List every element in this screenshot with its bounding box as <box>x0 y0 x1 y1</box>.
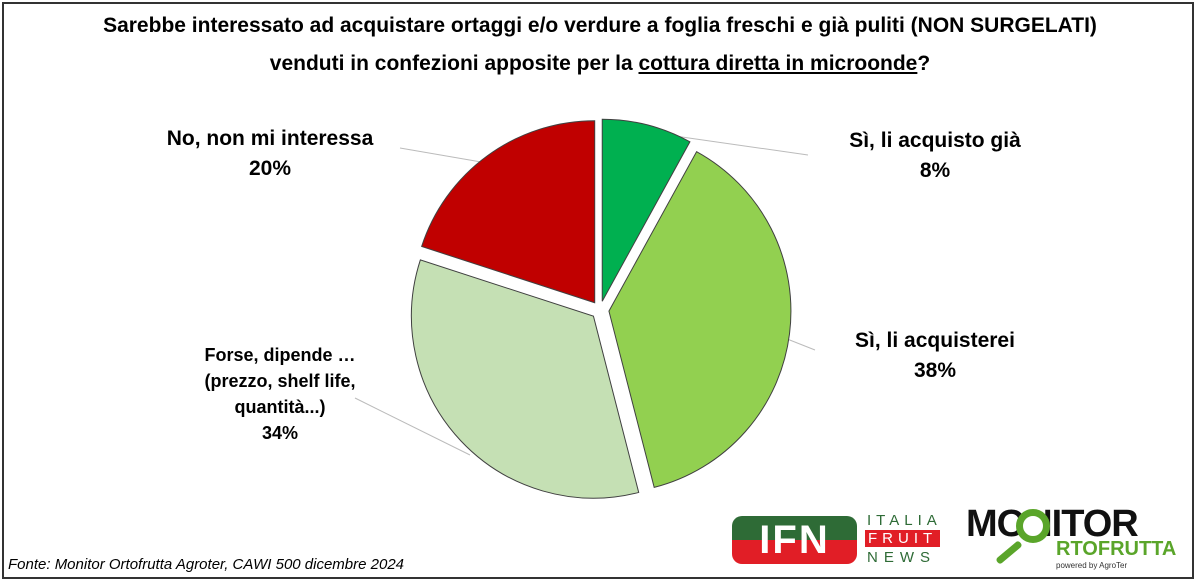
data-label: 8% <box>919 159 951 182</box>
title-text: venduti in confezioni apposite per la <box>269 52 639 75</box>
slice-label: quantità...) <box>234 397 326 417</box>
slice-si-acquisterei <box>608 150 792 489</box>
monitor-text: MONITOR <box>966 503 1139 545</box>
chart-title-line2: venduti in confezioni apposite per la co… <box>0 52 1200 76</box>
slice-label: (prezzo, shelf life, <box>204 371 356 391</box>
label-si-gia: Sì, li acquisto già 8% <box>820 126 1050 186</box>
data-label: 38% <box>913 359 957 382</box>
ifn-line: ITALIA <box>867 512 942 529</box>
chart-title-line1: Sarebbe interessato ad acquistare ortagg… <box>103 14 1097 37</box>
data-label: 20% <box>248 157 292 180</box>
label-no: No, non mi interessa 20% <box>140 124 400 184</box>
label-forse: Forse, dipende … (prezzo, shelf life, quan… <box>180 342 380 446</box>
ifn-line: FRUIT <box>865 530 941 547</box>
ifn-logo: IFN ITALIA FRUIT NEWS <box>732 512 952 568</box>
label-si-acquisterei: Sì, li acquisterei 38% <box>820 326 1050 386</box>
ifn-line: NEWS <box>867 549 936 566</box>
slice-label: No, non mi interessa <box>166 127 374 150</box>
data-label: 34% <box>261 423 299 443</box>
title-underlined: cottura diretta in microonde <box>638 52 918 75</box>
monitor-ortofrutta-logo: MONITOR RTOFRUTTA powered by AgroTer <box>966 503 1181 573</box>
slice-forse <box>410 259 640 499</box>
slice-label: Sì, li acquisterei <box>855 329 1015 352</box>
slice-si-gia <box>601 118 691 302</box>
source-note: Fonte: Monitor Ortofrutta Agroter, CAWI … <box>8 556 405 573</box>
leader-line <box>354 397 471 456</box>
powered-by: powered by AgroTer <box>1056 561 1128 570</box>
slice-label: Sì, li acquisto già <box>849 129 1021 152</box>
slice-label: Forse, dipende … <box>204 345 356 365</box>
title-end: ? <box>917 52 931 75</box>
leader-line <box>399 147 488 164</box>
ifn-mark: IFN <box>732 516 857 564</box>
frame-border <box>2 2 1194 579</box>
ortofrutta-text: RTOFRUTTA <box>1056 538 1177 560</box>
magnifier-icon <box>1016 509 1050 543</box>
slice-no <box>420 120 596 304</box>
